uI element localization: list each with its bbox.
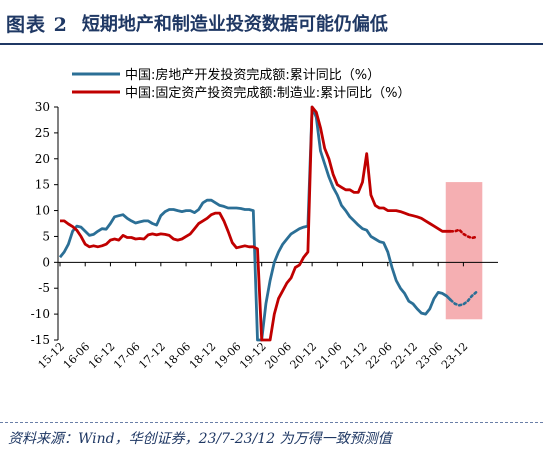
- y-tick-label: -15: [31, 333, 50, 347]
- forecast-band: [445, 182, 483, 320]
- y-tick-label: 15: [35, 178, 50, 192]
- x-tick-label: 23-06: [414, 340, 446, 372]
- x-tick-label: 20-12: [288, 340, 320, 372]
- axes: -15-10-505101520253015-1216-0616-1217-06…: [31, 100, 498, 372]
- x-tick-label: 19-12: [237, 340, 269, 372]
- legend-label-2: 中国:固定资产投资完成额:制造业:累计同比（%）: [125, 85, 411, 101]
- x-tick-label: 22-12: [388, 340, 420, 372]
- y-tick-label: 5: [42, 229, 50, 243]
- forecast-band-rect: [445, 182, 483, 320]
- y-tick-label: 10: [35, 204, 50, 218]
- source-divider: [0, 422, 543, 423]
- legend-label-1: 中国:房地产开发投资完成额:累计同比（%）: [125, 67, 380, 83]
- series-forecast-2: [449, 228, 478, 240]
- title-divider: [0, 43, 543, 45]
- y-tick-label: -5: [38, 281, 50, 295]
- x-tick-label: 19-06: [212, 340, 244, 372]
- x-tick-label: 18-06: [162, 340, 194, 372]
- y-tick-label: 0: [42, 255, 50, 269]
- source-note: 资料来源：Wind，华创证券，23/7-23/12 为万得一致预测值: [8, 431, 392, 447]
- legend: 中国:房地产开发投资完成额:累计同比（%） 中国:固定资产投资完成额:制造业:累计…: [72, 67, 411, 101]
- y-tick-label: -10: [31, 307, 50, 321]
- x-tick-label: 22-06: [363, 340, 395, 372]
- series-line-2: [60, 105, 451, 342]
- series-forecast-1: [449, 291, 478, 307]
- x-tick-label: 16-12: [86, 340, 118, 372]
- figure-number: 图表 2: [6, 13, 68, 36]
- y-tick-label: 20: [35, 152, 50, 166]
- figure-header: 图表 2 短期地产和制造业投资数据可能仍偏低: [0, 0, 543, 46]
- series-lines: [58, 105, 478, 342]
- x-tick-label: 18-12: [187, 340, 219, 372]
- x-tick-label: 17-12: [136, 340, 168, 372]
- y-tick-label: 30: [35, 100, 50, 114]
- y-tick-label: 25: [35, 126, 50, 140]
- x-tick-label: 21-12: [338, 340, 370, 372]
- x-tick-label: 21-06: [313, 340, 345, 372]
- x-tick-label: 16-06: [61, 340, 93, 372]
- x-tick-label: 20-06: [262, 340, 294, 372]
- x-tick-label: 17-06: [111, 340, 143, 372]
- series-line-1: [58, 105, 452, 342]
- line-chart: -15-10-505101520253015-1216-0616-1217-06…: [31, 67, 498, 372]
- x-tick-label: 23-12: [439, 340, 471, 372]
- figure-title: 短期地产和制造业投资数据可能仍偏低: [81, 14, 388, 35]
